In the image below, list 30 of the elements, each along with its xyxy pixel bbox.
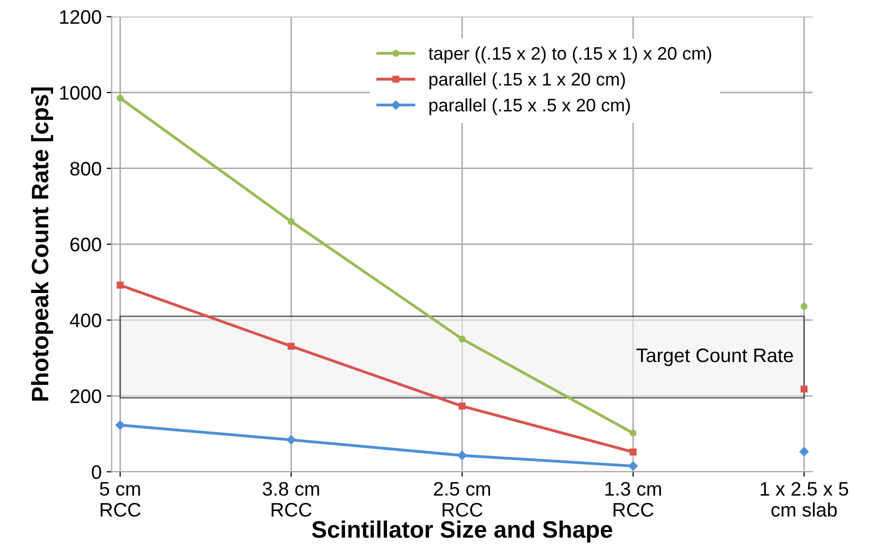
y-tick-label: 400 (70, 314, 102, 328)
legend-label: parallel (.15 x .5 x 20 cm) (429, 98, 630, 116)
band-label: Target Count Rate (636, 348, 793, 366)
point (458, 336, 466, 342)
x-tick-label: 5 cm RCC (100, 482, 140, 517)
y-tick-label: 200 (70, 389, 102, 404)
x-tick-label: 2.5 cm RCC (434, 482, 490, 517)
legend-label: taper ((.15 x 2) to (.15 x 1) x 20 cm) (428, 46, 712, 64)
x-tick-label: 1 x 2.5 x 5 cm slab (760, 482, 848, 517)
x-tick-label: 1.3 cm RCC (605, 482, 661, 517)
y-tick-label: 0 (92, 465, 102, 479)
point (630, 448, 637, 456)
y-tick-label: 600 (70, 238, 102, 252)
point (458, 402, 466, 410)
point (116, 420, 125, 430)
y-axis-title: Photopeak Count Rate [cps] (31, 87, 54, 401)
point (288, 342, 295, 350)
x-axis-title: Scintillator Size and Shape (312, 520, 612, 543)
x-tick-label: 3.8 cm RCC (262, 482, 320, 517)
point (116, 282, 124, 289)
point (458, 450, 467, 460)
legend-label: parallel (.15 x 1 x 20 cm) (429, 72, 625, 90)
point (628, 461, 638, 471)
point (286, 435, 296, 445)
point (630, 430, 637, 437)
point (288, 218, 295, 225)
point (116, 94, 124, 102)
y-tick-label: 1000 (60, 86, 102, 100)
y-tick-label: 800 (70, 162, 102, 176)
y-tick-label: 1200 (60, 10, 102, 24)
